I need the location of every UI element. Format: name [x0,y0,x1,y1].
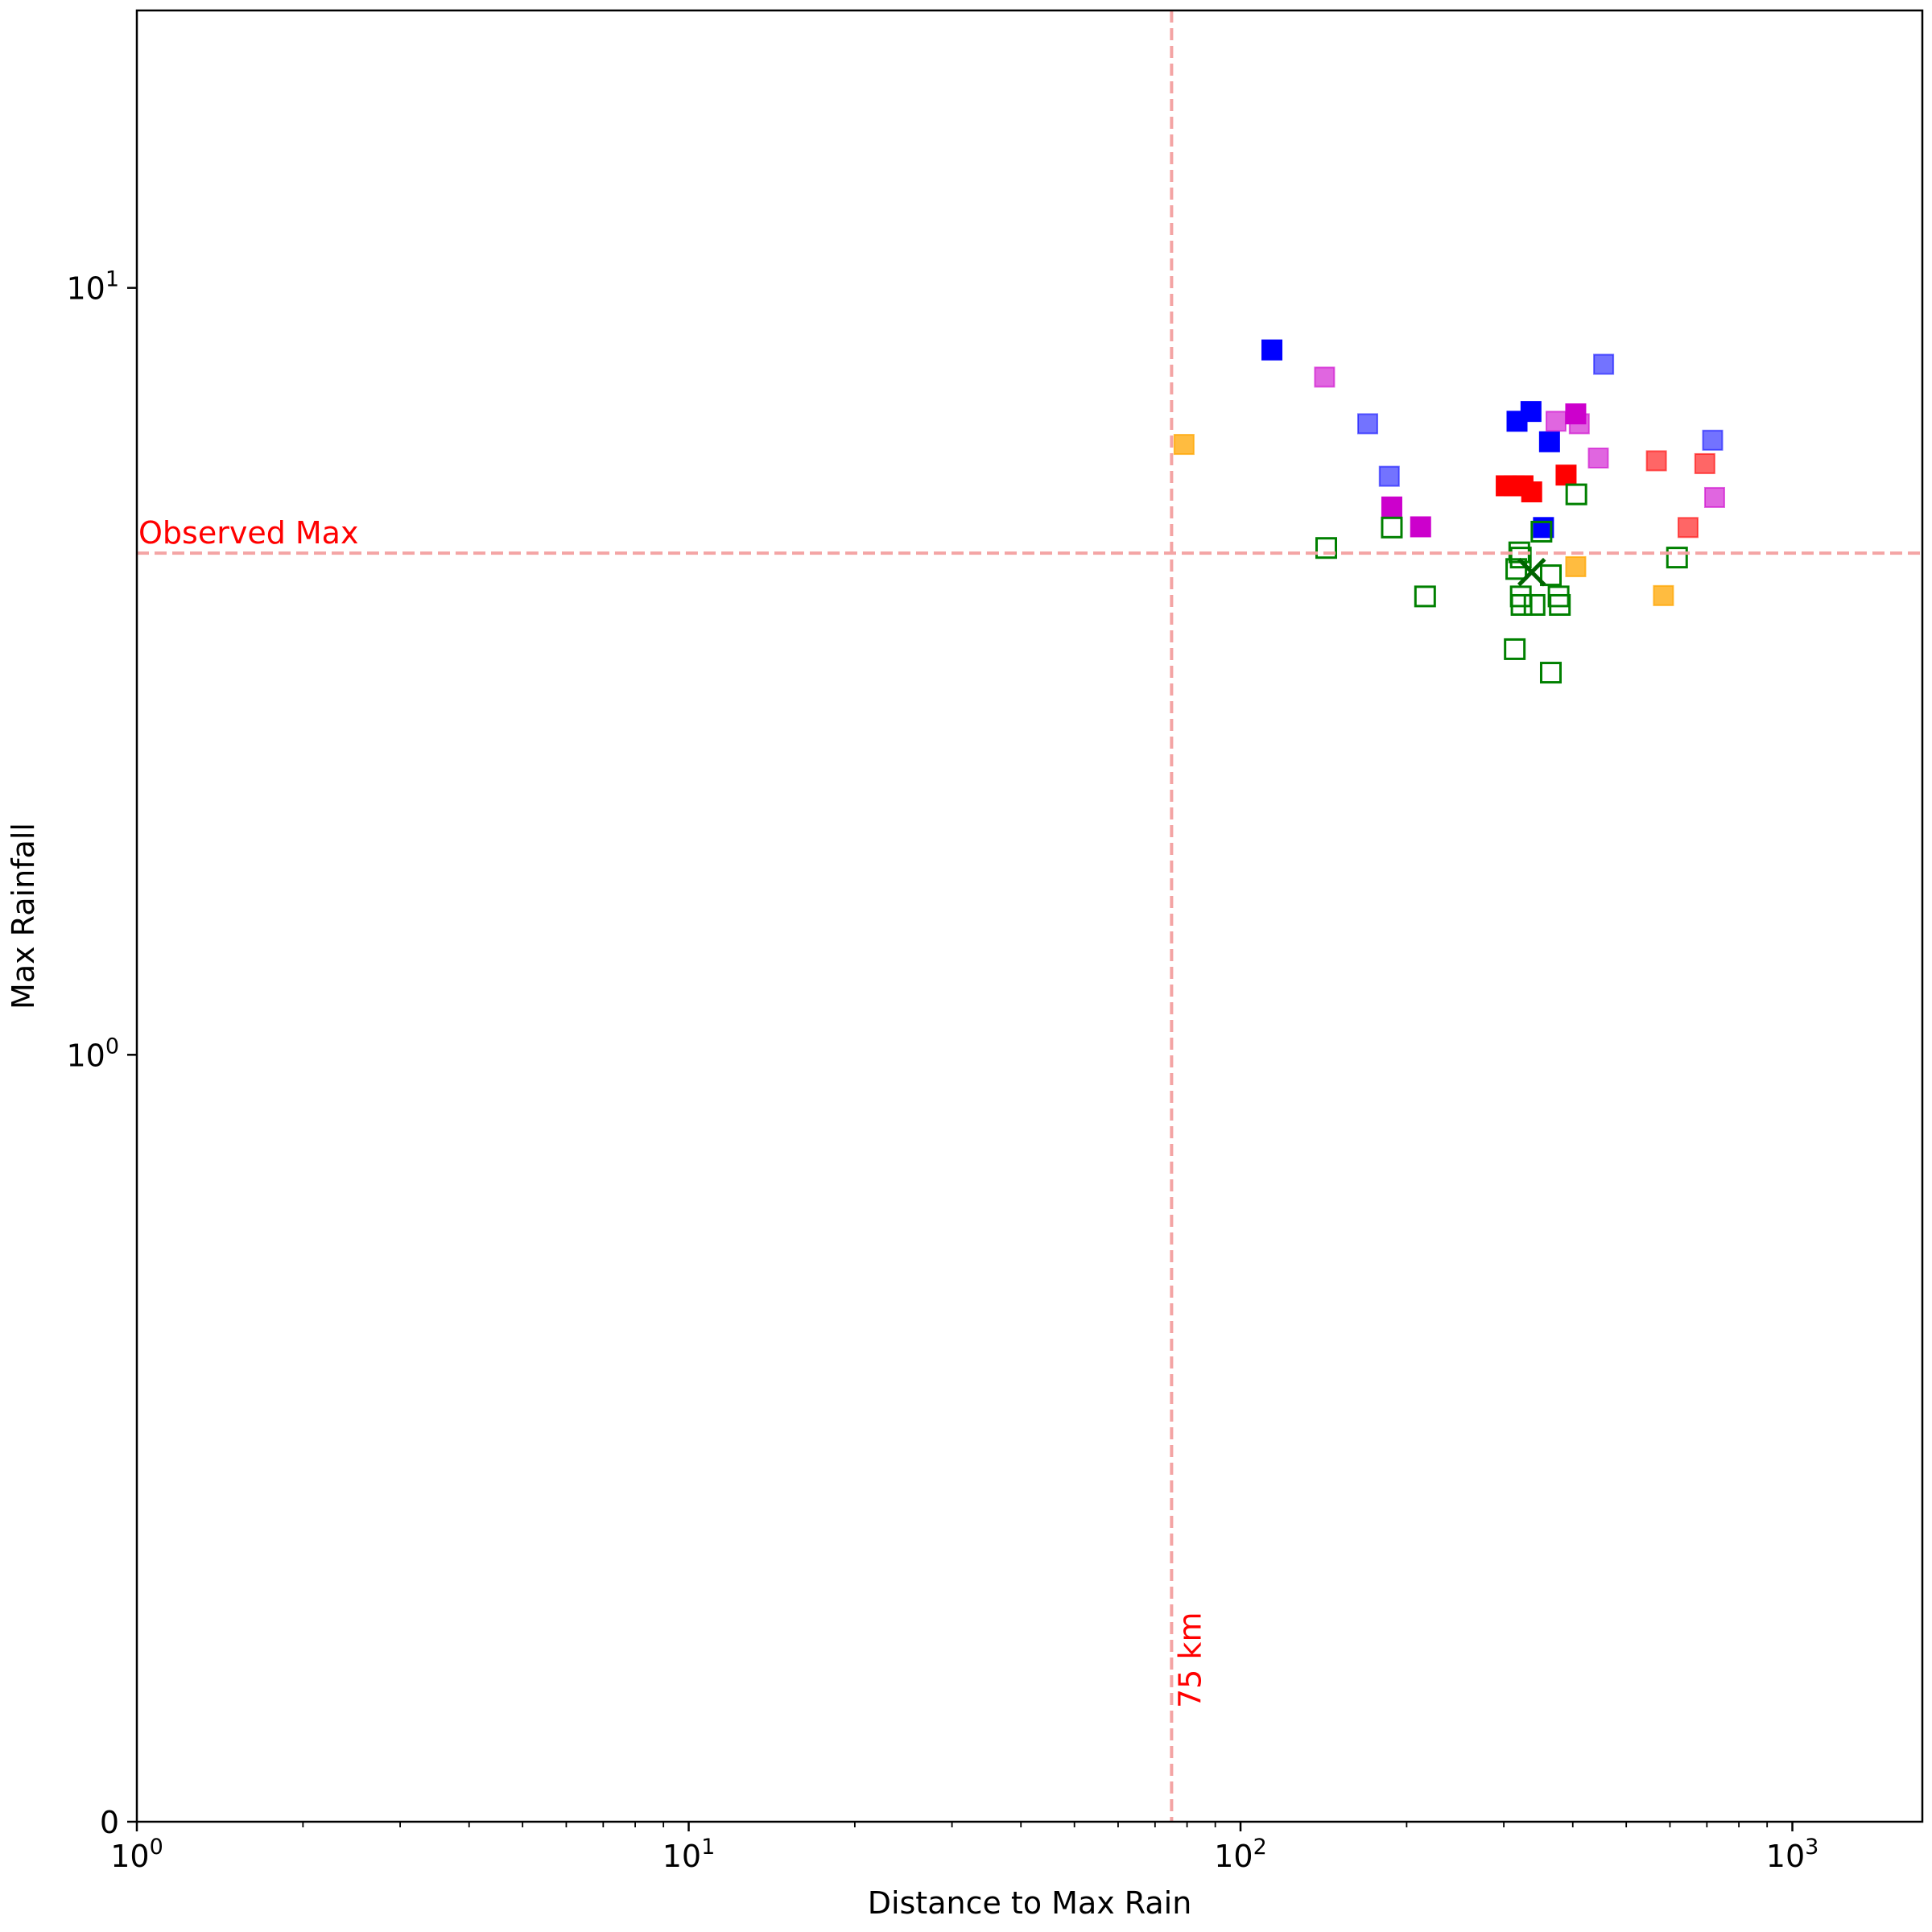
y-tick-label: 0 [100,1805,119,1840]
data-point-series-3-3 [1587,447,1609,469]
data-point-series-7-13 [1539,564,1562,587]
x-tick-exponent: 3 [1805,1835,1818,1860]
data-point-series-6-0 [1173,434,1195,456]
mean-marker-x [1517,557,1546,587]
data-point-series-2-1 [1410,516,1431,538]
x-tick-base: 10 [663,1839,701,1874]
marks-layer [1173,339,1725,684]
data-point-series-7-5 [1509,547,1532,569]
x-tick-base: 10 [110,1839,149,1874]
data-point-series-7-11 [1549,593,1571,616]
data-point-series-3-4 [1703,486,1725,508]
data-point-series-7-2 [1414,585,1436,608]
x-tick-exponent: 2 [1253,1835,1267,1860]
y-tick-base: 10 [66,1038,105,1073]
x-tick-label: 102 [1214,1835,1267,1874]
plot-frame [135,9,1924,1823]
x-tick-base: 10 [1214,1839,1253,1874]
data-point-series-4-3 [1521,481,1542,503]
data-point-series-5-0 [1645,450,1667,472]
reference-lines: 75 km Observed Max [137,10,1922,1822]
data-point-series-7-9 [1523,593,1546,616]
data-point-series-3-2 [1568,413,1590,435]
y-axis-label: Max Rainfall [6,823,41,1009]
x-tick-exponent: 0 [150,1835,163,1860]
data-point-series-7-14 [1666,547,1688,569]
data-point-series-5-1 [1694,452,1715,474]
x-tick-label: 100 [110,1835,163,1874]
y-tick-exponent: 1 [105,267,119,292]
y-tick-label: 100 [66,1034,119,1073]
y-tick-base: 10 [66,271,105,307]
data-point-series-7-1 [1381,516,1403,539]
x-tick-base: 10 [1766,1839,1805,1874]
data-point-series-6-1 [1565,555,1587,577]
data-point-series-3-1 [1545,411,1567,432]
data-point-series-0-2 [1520,401,1542,423]
x-tick-label: 103 [1766,1835,1819,1874]
x-tick-exponent: 1 [701,1835,715,1860]
data-point-series-7-12 [1530,520,1553,543]
data-point-series-0-3 [1538,431,1560,452]
data-point-series-7-15 [1504,638,1526,660]
data-point-series-6-2 [1653,584,1674,606]
data-point-series-3-0 [1314,366,1335,388]
data-point-series-2-0 [1381,496,1402,518]
data-point-series-1-2 [1593,353,1615,375]
data-point-series-1-1 [1378,465,1400,487]
data-point-series-4-4 [1555,464,1577,486]
x-axis-label: Distance to Max Rain [868,1885,1192,1921]
reference-line-label-75km: 75 km [1172,1612,1208,1708]
reference-line-label-observed-max: Observed Max [138,515,358,551]
data-point-series-7-8 [1510,593,1533,616]
y-tick-label: 101 [66,267,119,307]
data-point-series-7-3 [1565,483,1587,506]
data-point-series-1-0 [1357,413,1379,435]
data-point-series-7-0 [1315,537,1338,559]
data-point-series-0-0 [1261,339,1283,361]
x-axis-ticks: 100 101 102 103 [110,1822,1818,1874]
data-point-series-5-2 [1677,517,1699,539]
data-point-series-1-3 [1702,429,1724,451]
mean-marker-stroke-b [1517,557,1546,587]
x-tick-label: 101 [663,1835,716,1874]
data-point-series-7-16 [1539,662,1562,684]
y-tick-exponent: 0 [105,1034,119,1059]
y-tick-base: 0 [100,1805,119,1840]
